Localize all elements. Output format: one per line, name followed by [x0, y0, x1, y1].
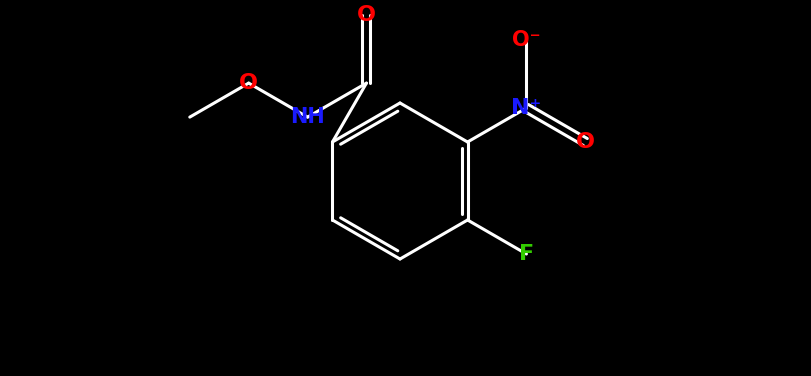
- Text: NH: NH: [290, 107, 324, 127]
- Text: O: O: [357, 5, 375, 25]
- Text: F: F: [518, 244, 534, 264]
- Text: N⁺: N⁺: [511, 98, 541, 118]
- Text: O⁻: O⁻: [512, 30, 540, 50]
- Text: O: O: [575, 132, 594, 152]
- Text: O: O: [239, 73, 258, 93]
